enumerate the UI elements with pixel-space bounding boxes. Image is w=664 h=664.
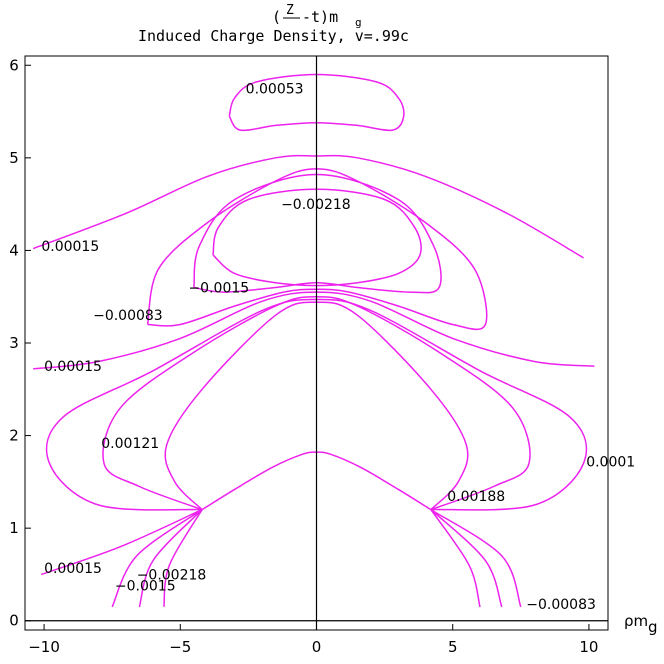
contour-line [33, 291, 595, 370]
contour-label: 0.00121 [101, 436, 159, 452]
contour-label: −0.0015 [188, 280, 249, 296]
contour-label: 0.00015 [41, 239, 99, 255]
contour-line [163, 509, 203, 607]
x-axis-label: ρm [624, 612, 648, 630]
y-tick-label: 3 [9, 334, 19, 352]
title-frac-num: Z [286, 3, 294, 18]
chart-title: Induced Charge Density, v=.99c [138, 27, 409, 45]
contour-labels: 0.00053 −0.00218 0.00015 −0.0015 −0.00083 0.0… [41, 81, 635, 613]
tick-labels: −10 −5 0 5 10 0 1 2 3 4 5 6 [9, 56, 598, 656]
titles: ( Z -t)m g Induced Charge Density, v=.99… [138, 3, 658, 636]
contour-label: −0.00083 [526, 597, 596, 613]
contour-line [430, 508, 522, 608]
contour-line [228, 73, 405, 132]
y-tick-label: 1 [9, 519, 19, 537]
contour-label: −0.00083 [93, 308, 163, 324]
x-tick-label: 0 [312, 638, 322, 656]
contour-line [430, 509, 503, 608]
contour-label: 0.00053 [246, 81, 304, 97]
y-tick-label: 2 [9, 427, 19, 445]
contour-line [430, 509, 481, 608]
contour-line [193, 173, 442, 294]
y-tick-label: 4 [9, 241, 19, 259]
contour-label: −0.0015 [115, 579, 176, 595]
contour-line [146, 168, 488, 331]
contour-lines [32, 73, 595, 608]
contour-label: 0.00015 [44, 359, 102, 375]
contour-label: 0.0001 [586, 455, 635, 471]
x-tick-label: −10 [28, 638, 60, 656]
y-tick-label: 6 [9, 56, 19, 74]
title-after: -t)m [302, 8, 338, 26]
contour-label: 0.00188 [447, 489, 505, 505]
x-axis-label-sub: g [648, 618, 658, 636]
contour-line [111, 508, 203, 608]
x-tick-label: 10 [579, 638, 598, 656]
contour-line [138, 509, 203, 608]
contour-label: −0.00218 [137, 567, 207, 583]
y-tick-label: 5 [9, 149, 19, 167]
contour-line [41, 508, 203, 576]
x-tick-label: −5 [169, 638, 191, 656]
contour-label: 0.00015 [44, 561, 102, 577]
title-sub: g [355, 16, 362, 29]
contour-label: −0.00218 [281, 197, 351, 213]
axes [25, 56, 608, 630]
title-open-paren: ( [272, 8, 281, 26]
y-tick-label: 0 [9, 612, 19, 630]
contour-line [212, 188, 422, 287]
x-tick-label: 5 [448, 638, 458, 656]
